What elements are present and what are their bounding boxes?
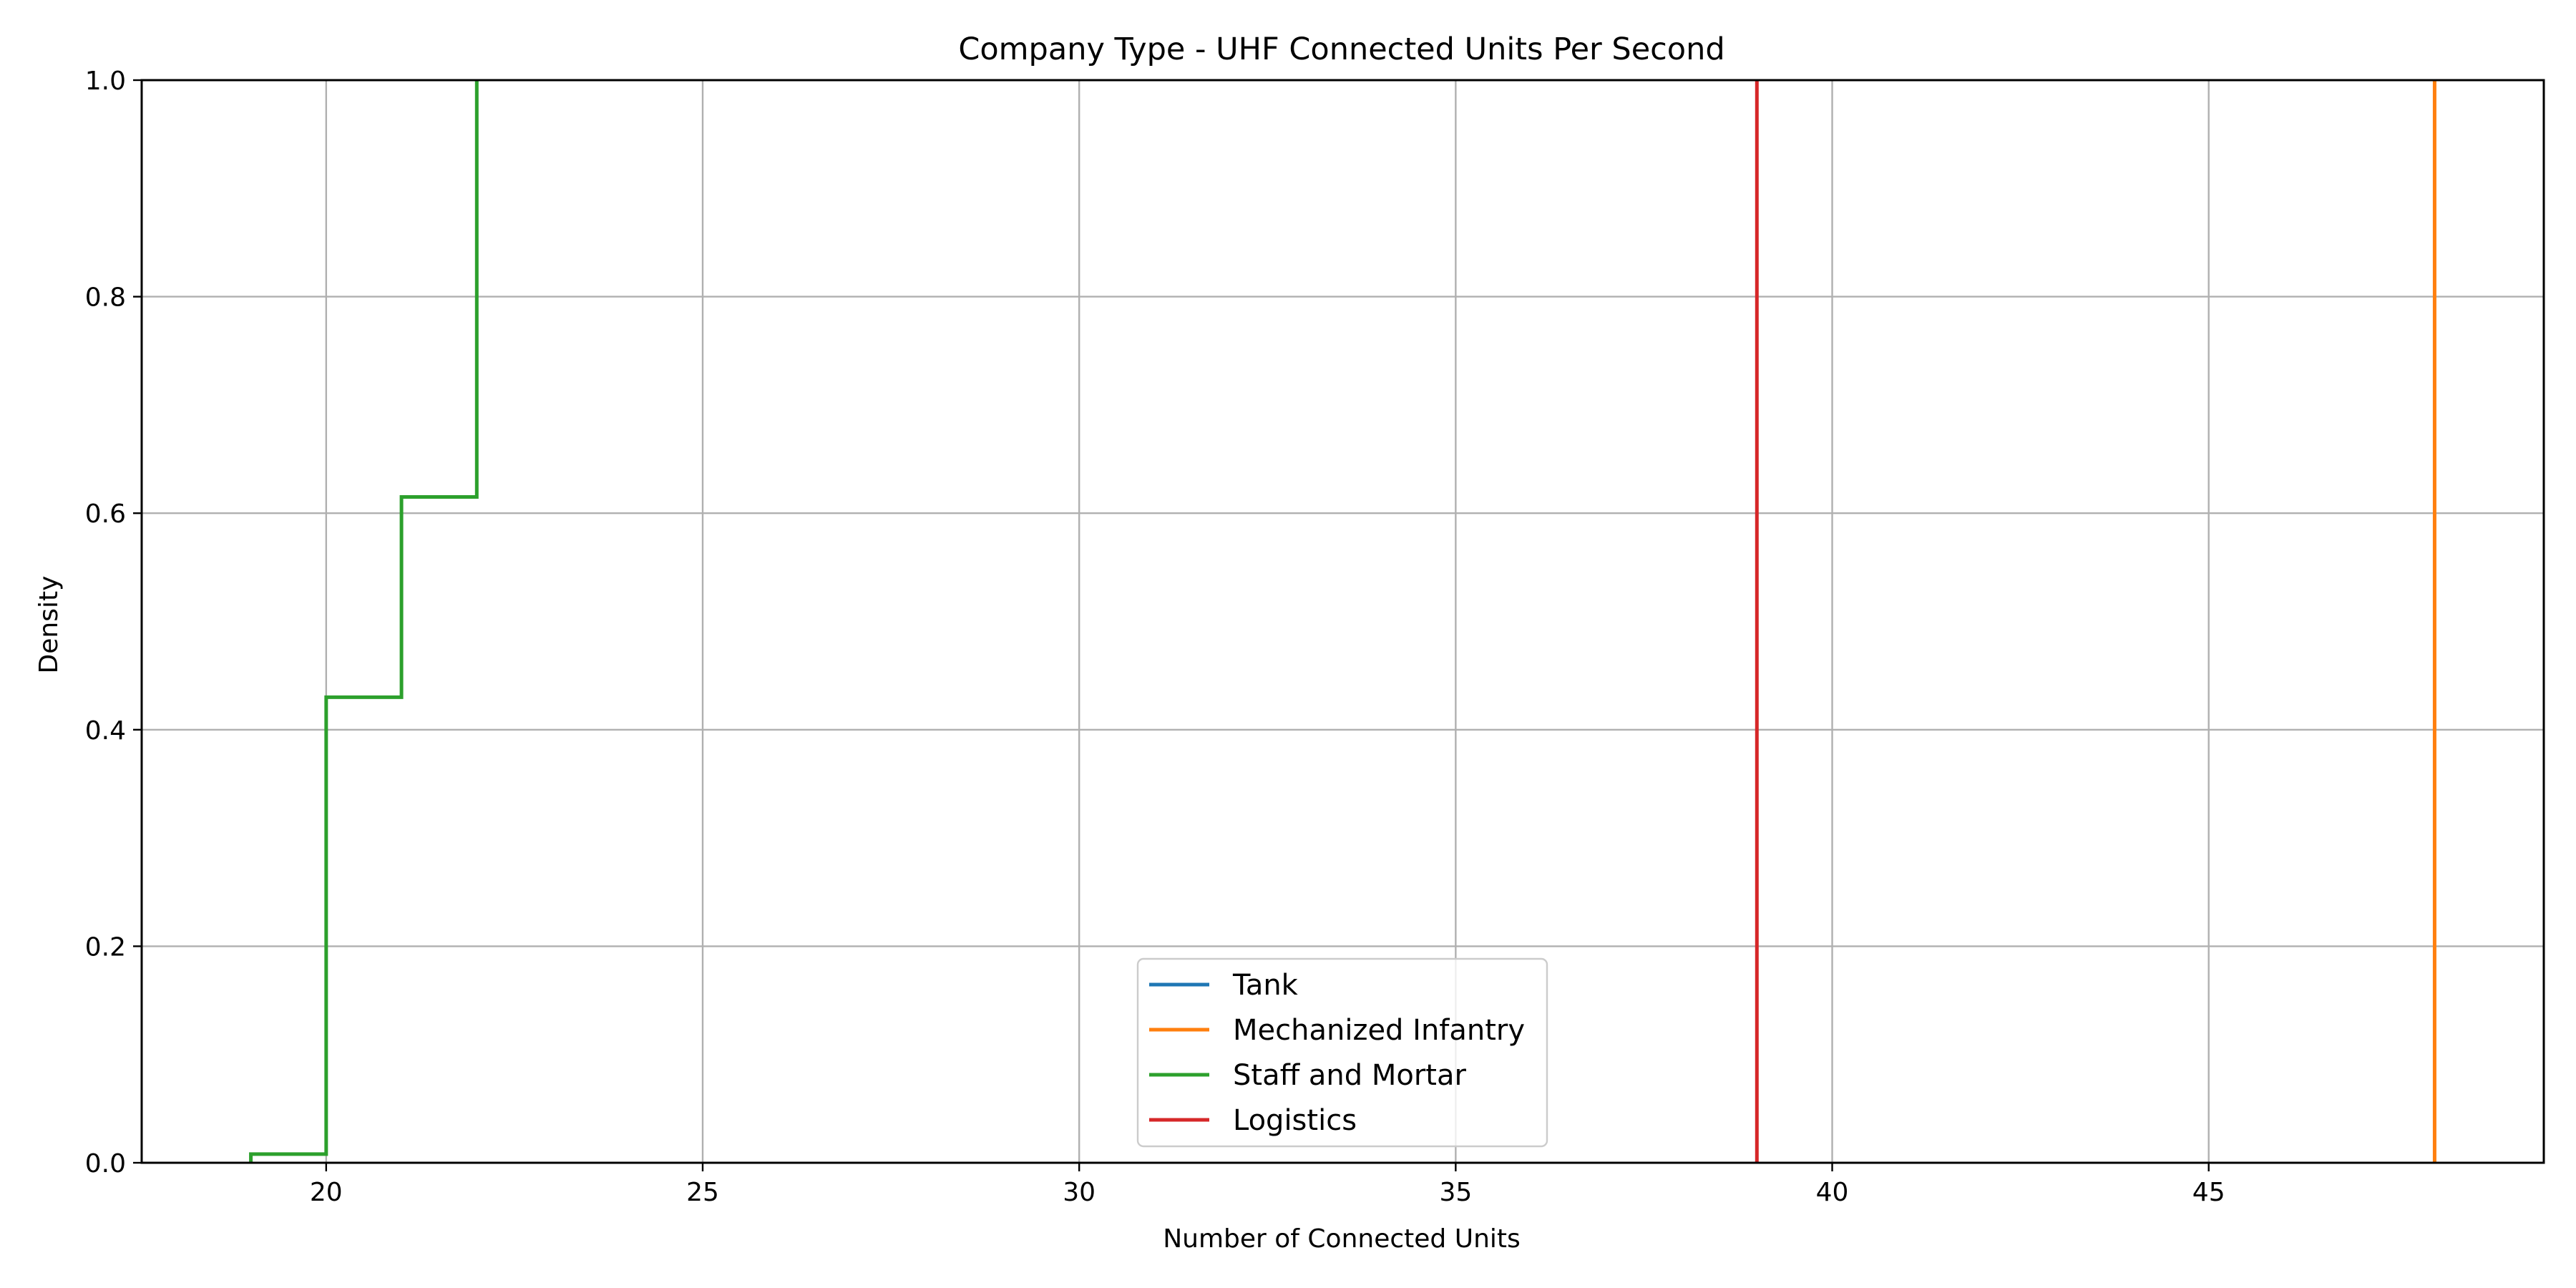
series-group xyxy=(249,80,2436,1163)
legend: Tank Mechanized Infantry Staff and Mortar L… xyxy=(1136,957,1548,1148)
plot-frame xyxy=(140,79,2545,1164)
x-axis-label: Number of Connected Units xyxy=(1163,1224,1521,1254)
chart-title: Company Type - UHF Connected Units Per S… xyxy=(958,31,1724,67)
y-tick-label: 0.0 xyxy=(85,1149,126,1179)
y-tick-label: 0.6 xyxy=(85,499,126,529)
legend-entry-label: Staff and Mortar xyxy=(1233,1059,1466,1092)
y-tick-label: 0.2 xyxy=(85,932,126,962)
y-tick-label: 0.4 xyxy=(85,716,126,746)
legend-entry-label: Mechanized Infantry xyxy=(1233,1014,1525,1047)
x-tick-label: 30 xyxy=(1063,1178,1096,1207)
y-axis-label: Density xyxy=(34,576,64,674)
x-tick-label: 45 xyxy=(2192,1178,2225,1207)
series-line-staff-and-mortar xyxy=(249,80,479,1163)
legend-entry-label: Logistics xyxy=(1233,1104,1357,1137)
x-tick-label: 25 xyxy=(686,1178,719,1207)
y-tick-label: 0.8 xyxy=(85,283,126,313)
ticks: 20 25 30 35 40 45 0.0 0.2 0.4 0.6 0.8 1.0 xyxy=(85,67,2225,1207)
x-tick-label: 35 xyxy=(1439,1178,1472,1207)
y-tick-label: 1.0 xyxy=(85,67,126,96)
legend-entry-label: Tank xyxy=(1232,969,1299,1002)
x-tick-label: 40 xyxy=(1816,1178,1849,1207)
legend-box xyxy=(1136,957,1548,1148)
x-tick-label: 20 xyxy=(310,1178,343,1207)
